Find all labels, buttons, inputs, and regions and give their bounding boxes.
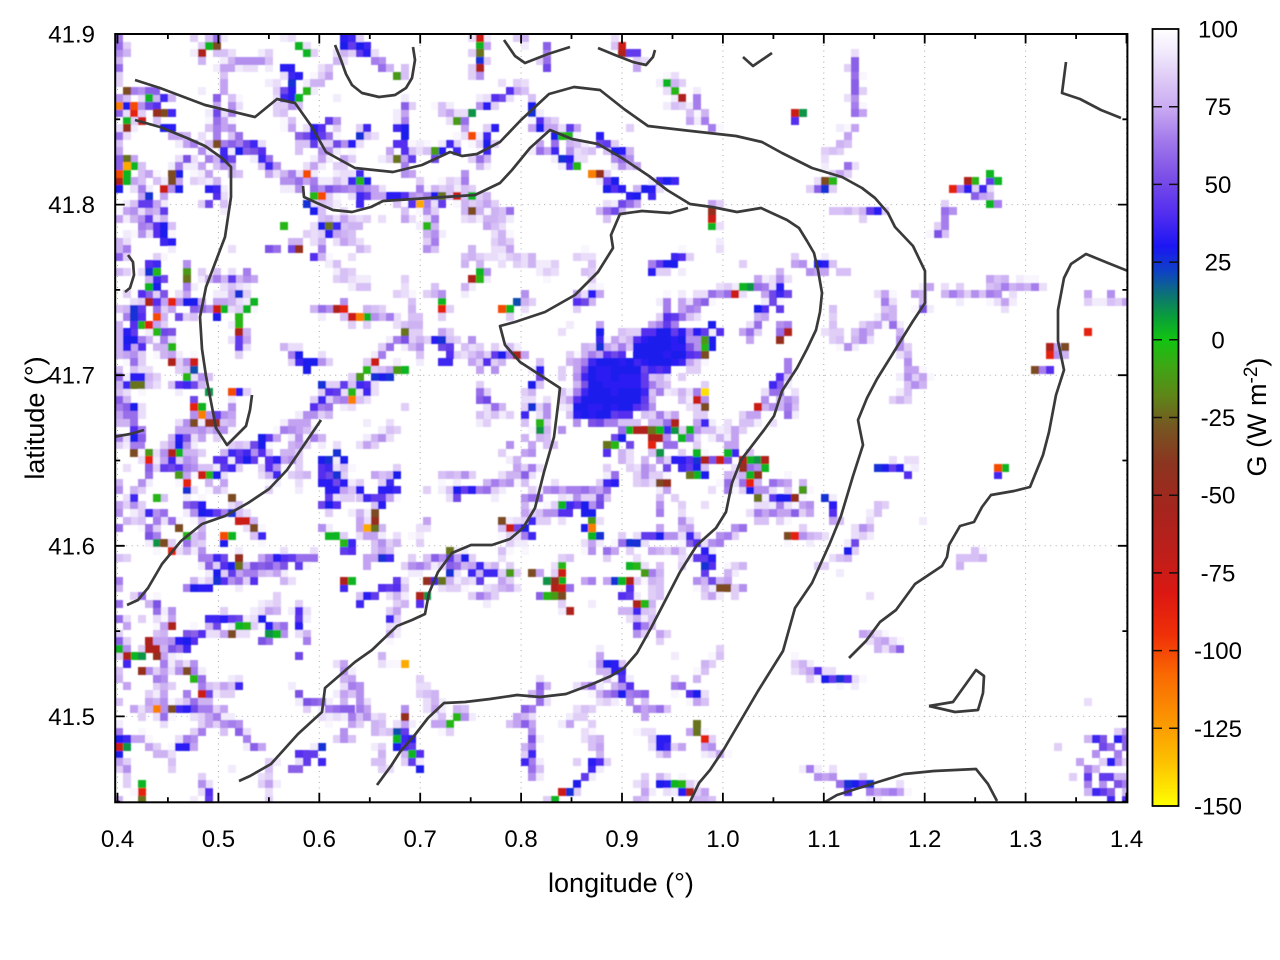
svg-text:0.5: 0.5 — [202, 826, 235, 853]
svg-text:50: 50 — [1205, 172, 1232, 199]
svg-text:-75: -75 — [1201, 560, 1236, 587]
svg-text:41.9: 41.9 — [48, 22, 95, 49]
svg-text:1.2: 1.2 — [908, 826, 941, 853]
svg-text:-125: -125 — [1194, 716, 1242, 743]
svg-text:1.0: 1.0 — [706, 826, 739, 853]
svg-text:-50: -50 — [1201, 483, 1236, 510]
svg-text:0.7: 0.7 — [404, 826, 437, 853]
svg-text:41.8: 41.8 — [48, 192, 95, 219]
svg-text:25: 25 — [1205, 250, 1232, 277]
svg-text:G (W m-2): G (W m-2) — [1241, 358, 1272, 477]
svg-text:0.6: 0.6 — [303, 826, 336, 853]
svg-text:75: 75 — [1205, 94, 1232, 121]
svg-text:0.9: 0.9 — [605, 826, 638, 853]
svg-text:-25: -25 — [1201, 405, 1236, 432]
svg-text:-150: -150 — [1194, 794, 1242, 821]
svg-text:0.4: 0.4 — [101, 826, 134, 853]
svg-text:41.6: 41.6 — [48, 533, 95, 560]
svg-text:-100: -100 — [1194, 638, 1242, 665]
svg-text:41.7: 41.7 — [48, 363, 95, 390]
svg-text:0: 0 — [1211, 327, 1224, 354]
svg-text:0.8: 0.8 — [504, 826, 537, 853]
svg-text:longitude (°): longitude (°) — [548, 868, 694, 898]
svg-text:41.5: 41.5 — [48, 704, 95, 731]
svg-text:latitude (°): latitude (°) — [20, 356, 50, 479]
svg-text:1.3: 1.3 — [1009, 826, 1042, 853]
svg-text:1.4: 1.4 — [1110, 826, 1143, 853]
svg-text:100: 100 — [1198, 17, 1238, 44]
svg-text:1.1: 1.1 — [807, 826, 840, 853]
